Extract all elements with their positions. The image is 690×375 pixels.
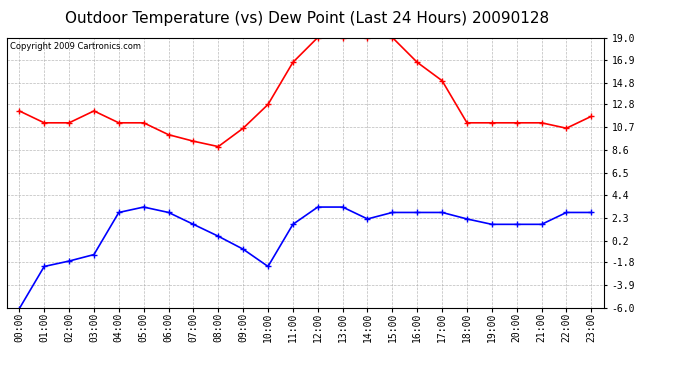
- Text: Copyright 2009 Cartronics.com: Copyright 2009 Cartronics.com: [10, 42, 141, 51]
- Text: Outdoor Temperature (vs) Dew Point (Last 24 Hours) 20090128: Outdoor Temperature (vs) Dew Point (Last…: [65, 11, 549, 26]
